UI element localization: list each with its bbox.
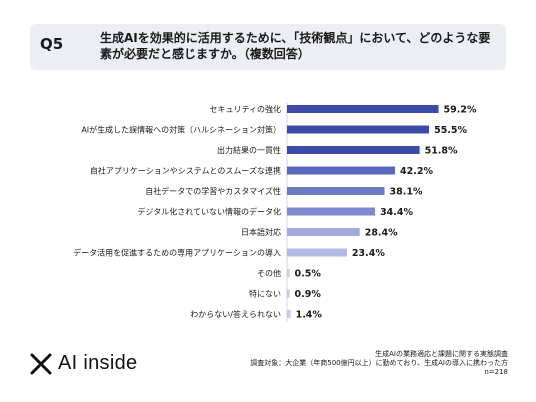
value-label: 38.1% [390,187,423,198]
value-label: 34.4% [380,207,413,218]
category-label: 特にない [249,289,281,299]
bar [287,105,439,113]
bar [287,228,360,236]
category-label: その他 [257,268,281,278]
category-label: 自社データでの学習やカスタマイズ性 [145,186,281,196]
value-label: 42.2% [400,166,433,177]
value-label: 23.4% [352,248,385,259]
value-label: 1.4% [296,310,323,321]
bar-chart: セキュリティの強化 59.2% AIが生成した誤情報への対策（ハルシネーション対策）… [73,103,477,322]
value-label: 0.9% [295,289,322,300]
brand-name: AI inside [58,352,138,374]
footer-line-1: 生成AIの業務適応と課題に関する実態調査 [375,350,508,358]
bar [287,269,290,277]
category-label: 出力結果の一貫性 [217,145,281,155]
category-label: データ活用を促進するための専用アプリケーションの導入 [73,248,281,258]
question-box [30,24,506,70]
category-label: わからない/答えられない [190,309,281,319]
footer-line-2: 調査対象：大企業（年商500億円以上）に勤めており、生成AIの導入に携わった方 [250,359,508,367]
value-label: 55.5% [434,125,467,136]
bar [287,146,420,154]
category-label: デジタル化されていない情報のデータ化 [137,207,281,217]
value-label: 51.8% [425,146,458,157]
brand-logo: AI inside [30,352,137,375]
bar [287,207,376,216]
category-label: セキュリティの強化 [209,104,281,114]
survey-footer: 生成AIの業務適応と課題に関する実態調査 調査対象：大企業（年商500億円以上）… [250,350,508,377]
bar [287,125,430,134]
bar [287,187,385,195]
value-label: 59.2% [444,105,477,116]
bar [287,289,290,298]
value-label: 28.4% [365,228,398,239]
bar [287,248,347,257]
category-label: 日本語対応 [241,227,281,237]
question-text: 生成AIを効果的に活用するために、「技術観点」において、どのような要素が必要だと… [100,31,491,61]
question-label: Q5 [40,35,64,53]
bar [287,166,396,175]
footer-line-3: n=218 [484,368,508,376]
category-label: AIが生成した誤情報への対策（ハルシネーション対策） [81,125,281,135]
value-label: 0.5% [295,269,322,280]
x-mark-icon [30,353,52,374]
category-label: 自社アプリケーションやシステムとのスムーズな連携 [90,166,281,176]
bar [287,310,291,318]
